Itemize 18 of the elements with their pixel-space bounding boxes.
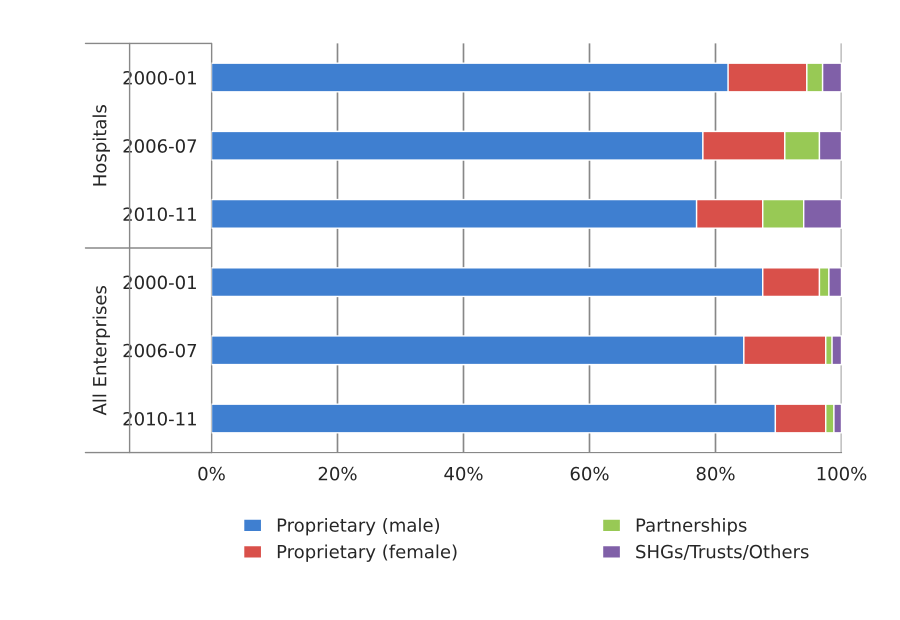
- y-tick-label: 2006-07: [123, 139, 196, 153]
- y-tick-label: 2000-01: [123, 276, 196, 290]
- legend-label: Proprietary (female): [278, 544, 457, 562]
- x-tick-label: 80%: [696, 466, 735, 480]
- x-tick-label: 60%: [570, 466, 609, 480]
- x-tick-label: 100%: [818, 466, 866, 480]
- y-tick-label: 2010-11: [123, 207, 196, 222]
- y-tick-label: 2000-01: [123, 70, 196, 85]
- x-tick-label: 20%: [318, 466, 357, 480]
- y-tick-label: 2006-07: [123, 344, 196, 358]
- text: Hospitals: [92, 105, 110, 186]
- x-tick-label: 40%: [444, 466, 483, 480]
- legend-label: Proprietary (male): [278, 518, 440, 536]
- legend-label: Partnerships: [636, 518, 746, 536]
- legend-label: SHGs/Trusts/Others: [636, 544, 809, 560]
- text: All Enterprises: [92, 286, 110, 416]
- x-tick-label: 0%: [198, 466, 225, 480]
- y-tick-label: 2010-11: [123, 412, 196, 426]
